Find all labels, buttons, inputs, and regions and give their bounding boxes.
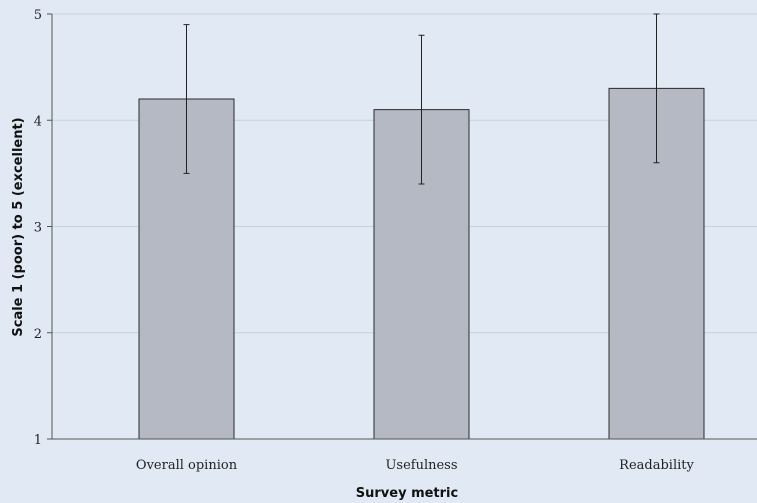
x-category-labels: Overall opinion Usefulness Readability xyxy=(136,458,695,473)
y-tick-labels: 1 2 3 4 5 xyxy=(34,8,42,448)
x-axis-title: Survey metric xyxy=(356,486,458,501)
y-axis-title: Scale 1 (poor) to 5 (excellent) xyxy=(11,117,26,336)
x-category-label: Readability xyxy=(619,458,694,473)
error-bars xyxy=(183,13,660,185)
axes xyxy=(47,13,757,440)
y-tick-label: 5 xyxy=(34,8,42,23)
y-tick-label: 4 xyxy=(34,114,42,129)
y-tick-label: 3 xyxy=(34,221,42,236)
x-category-label: Usefulness xyxy=(385,458,457,473)
y-tick-label: 2 xyxy=(34,327,42,342)
y-tick-label: 1 xyxy=(34,433,42,448)
x-category-label: Overall opinion xyxy=(136,458,238,473)
